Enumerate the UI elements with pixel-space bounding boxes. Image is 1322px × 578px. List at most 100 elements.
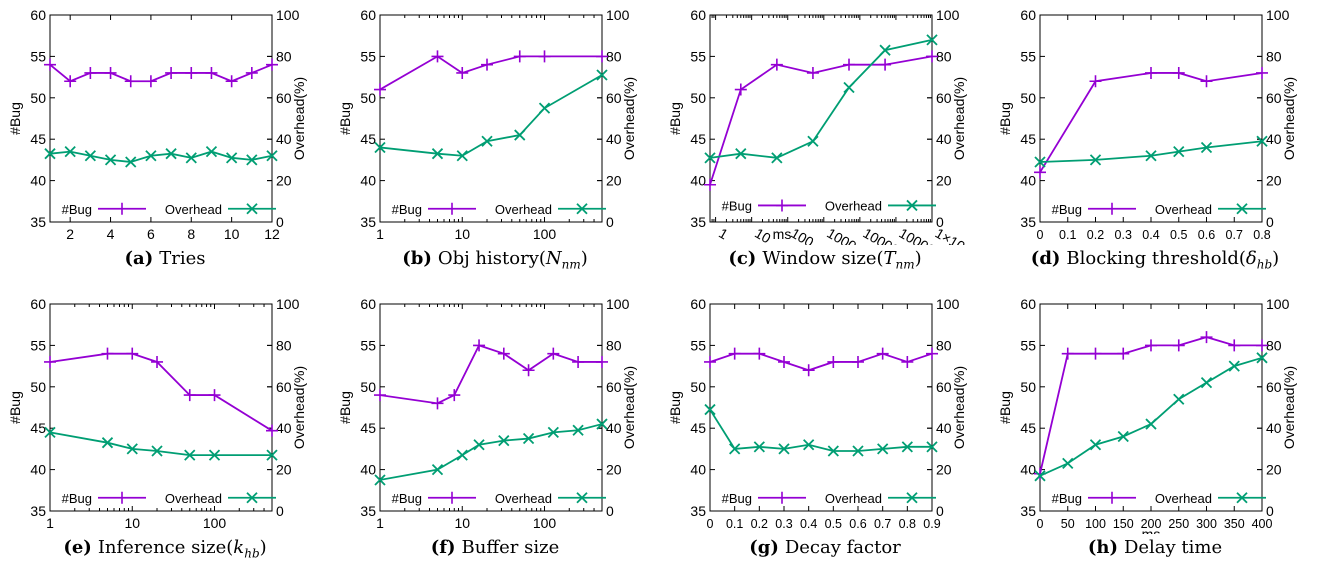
plus-marker: [1034, 166, 1046, 179]
cross-marker: [64, 145, 76, 158]
legend-label-overhead: Overhead: [1155, 491, 1212, 506]
cross-marker: [596, 69, 608, 81]
plus-marker: [266, 58, 278, 71]
y2tick-label: 100: [936, 296, 960, 312]
ytick-label: 50: [30, 90, 46, 106]
plus-marker: [1228, 339, 1241, 352]
y2tick-label: 40: [1266, 131, 1282, 147]
plus-marker: [596, 355, 608, 368]
chart-svg: 35 40 45 50 55 60 0 20 40 60 80 100 2 4 6 8 10 12 #Bug Over…: [7, 7, 307, 242]
series-overhead: [44, 426, 278, 461]
chart-panel: 35 40 45 50 55 60 0 20 40 60 80 100 1 10 100 #Bug Overhe…: [330, 0, 660, 289]
xtick-label: 0.6: [849, 517, 866, 531]
y2tick-label: 100: [606, 296, 630, 312]
legend-label-bug: #Bug: [62, 202, 92, 217]
cross-marker: [125, 156, 137, 168]
plus-marker: [770, 58, 783, 71]
legend-label-bug: #Bug: [392, 491, 422, 506]
y2tick-label: 80: [276, 48, 292, 64]
ytick-label: 40: [1020, 462, 1036, 478]
y2tick-label: 60: [1266, 90, 1282, 106]
cross-marker: [1236, 492, 1248, 504]
y2tick-label: 100: [276, 296, 300, 312]
chart-svg: 35 40 45 50 55 60 0 20 40 60 80 100 0 0.1 0.2 0.3 0.4 0.5…: [997, 7, 1297, 242]
xtick-label: 1: [46, 515, 54, 531]
ytick-label: 55: [690, 337, 706, 353]
cross-marker: [901, 441, 913, 453]
ytick-label: 60: [1020, 296, 1036, 312]
cross-marker: [184, 449, 196, 461]
xtick-label: 0.4: [1142, 228, 1159, 242]
y2tick-label: 20: [276, 462, 292, 478]
xtick-label: 0.2: [751, 517, 768, 531]
subfigure-caption-text: Inference size(: [97, 537, 234, 558]
ytick-label: 55: [690, 48, 706, 64]
y2tick-label: 100: [606, 7, 630, 23]
xtick-label: 0.5: [1170, 228, 1187, 242]
legend-label-overhead: Overhead: [495, 202, 552, 217]
cross-marker: [1236, 203, 1248, 215]
xtick-label: 10: [224, 226, 240, 242]
subfigure-caption-text: Window size(: [762, 248, 884, 269]
xtick-label: 100: [203, 515, 227, 531]
plot-frame: [709, 14, 933, 223]
x-axis-title: ms: [1142, 526, 1161, 534]
plus-marker: [728, 347, 741, 360]
plus-marker: [473, 339, 486, 352]
xtick-label: 0.4: [800, 517, 817, 531]
subfigure-label: (f): [430, 537, 456, 558]
plot-frame: [49, 303, 273, 512]
legend-label-bug: #Bug: [62, 491, 92, 506]
legend: #Bug Overhead: [1052, 491, 1266, 506]
overhead-line: [709, 409, 932, 452]
plus-marker: [446, 202, 458, 215]
plus-marker: [84, 66, 97, 79]
cross-marker: [473, 439, 485, 451]
y-axis-title-right: Overhead(%): [621, 77, 637, 160]
xtick-label: 0.1: [1059, 228, 1076, 242]
chart-panel: 35 40 45 50 55 60 0 20 40 60 80 100 1 10 100 #Bug Overhe…: [330, 289, 660, 578]
cross-marker: [104, 154, 117, 166]
y-axis-title-right: Overhead(%): [291, 77, 307, 160]
cross-marker: [906, 199, 918, 212]
plus-marker: [266, 424, 278, 437]
plus-marker: [776, 491, 788, 504]
ytick-label: 45: [1020, 131, 1036, 147]
subfigure-label: (g): [749, 537, 779, 558]
plus-marker: [245, 66, 258, 79]
plus-marker: [802, 364, 815, 377]
ytick-label: 50: [360, 90, 376, 106]
chart-panel: 35 40 45 50 55 60 0 20 40 60 80 100 0 0.1 0.2 0.3 0.4 0.5…: [660, 289, 990, 578]
plus-marker: [1200, 75, 1213, 88]
plus-marker: [1145, 66, 1157, 79]
cross-marker: [374, 474, 386, 486]
xtick-label: 100: [1085, 517, 1106, 531]
plus-marker: [431, 397, 444, 410]
plus-marker: [1117, 347, 1130, 360]
bug-line: [709, 55, 933, 186]
xtick-label: 0: [1037, 517, 1044, 531]
xtick-label: 100: [788, 225, 816, 245]
bug-line: [379, 344, 602, 405]
y2tick-label: 100: [1266, 296, 1290, 312]
plus-marker: [806, 66, 819, 79]
plus-marker: [547, 347, 560, 360]
subfigure-caption: (e) Inference size(khb): [63, 537, 267, 561]
cross-marker: [926, 441, 938, 453]
ytick-label: 50: [1020, 379, 1036, 395]
ytick-label: 55: [1020, 337, 1036, 353]
cross-marker: [84, 150, 96, 162]
plus-marker: [481, 58, 494, 71]
xtick-label: 1×10⁶: [933, 225, 973, 245]
subfigure-caption: (f) Buffer size: [330, 537, 660, 558]
chart-svg: 35 40 45 50 55 60 0 20 40 60 80 100 1 10 100 1000 10000 1…: [667, 7, 973, 245]
plot-frame: [49, 14, 273, 223]
ytick-label: 60: [1020, 7, 1036, 23]
cross-marker: [906, 492, 918, 504]
xtick-label: 0: [707, 517, 714, 531]
plus-marker: [1172, 66, 1185, 79]
plus-marker: [1200, 331, 1213, 344]
y2tick-label: 40: [1266, 420, 1282, 436]
y2tick-label: 40: [936, 420, 952, 436]
y-axis-title-right: Overhead(%): [951, 77, 967, 160]
